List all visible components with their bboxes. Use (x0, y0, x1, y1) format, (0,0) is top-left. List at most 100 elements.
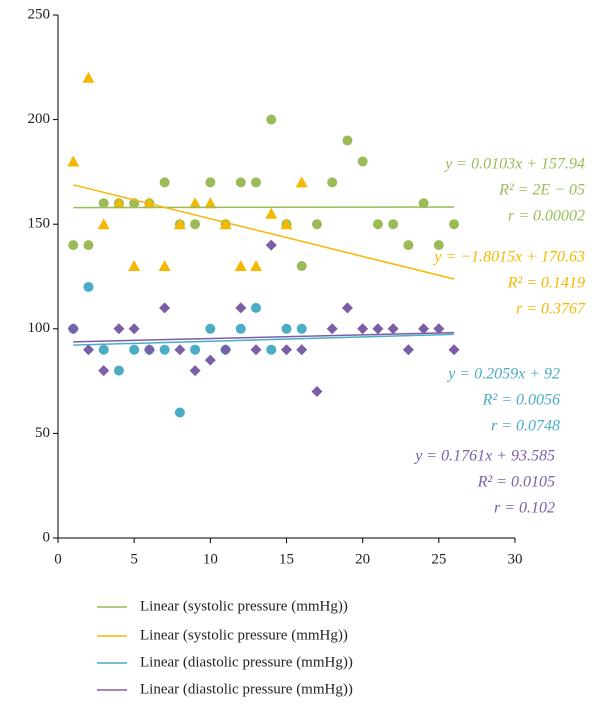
legend-label: Linear (systolic pressure (mmHg)) (140, 598, 348, 614)
point (433, 240, 444, 251)
trendline-label: r = 0.00002 (508, 208, 585, 225)
point (449, 219, 460, 230)
point (205, 177, 216, 188)
point (311, 386, 323, 398)
y-tick-label: 50 (35, 425, 50, 441)
point (67, 155, 80, 167)
point (281, 323, 292, 334)
x-tick-label: 15 (279, 551, 294, 567)
point (357, 156, 368, 167)
point (83, 240, 94, 251)
trendline-label: y = 0.1761x + 93.585 (413, 448, 555, 465)
point (112, 197, 125, 209)
point (357, 323, 369, 335)
point (204, 354, 216, 366)
point (174, 344, 186, 356)
point (251, 302, 262, 313)
trendline-label: y = −1.8015x + 170.63 (432, 249, 585, 266)
trendline (73, 333, 455, 346)
y-tick-label: 0 (43, 529, 51, 545)
trendline-label: R² = 0.0105 (477, 474, 555, 491)
legend-label: Linear (diastolic pressure (mmHg)) (140, 654, 353, 670)
point (159, 302, 171, 314)
y-tick-label: 250 (28, 6, 51, 22)
point (113, 365, 124, 376)
point (265, 239, 277, 251)
point (98, 344, 109, 355)
trendline-label: r = 0.3767 (516, 301, 586, 318)
point (402, 344, 414, 356)
point (266, 114, 277, 125)
point (387, 323, 399, 335)
point (189, 197, 202, 209)
point (296, 261, 307, 272)
trendline-label: R² = 0.1419 (507, 275, 585, 292)
point (251, 177, 262, 188)
point (235, 302, 247, 314)
point (295, 176, 308, 188)
point (204, 197, 217, 209)
point (327, 177, 338, 188)
point (296, 344, 308, 356)
point (82, 344, 94, 356)
point (68, 240, 79, 251)
point (128, 323, 140, 335)
x-tick-label: 0 (54, 551, 62, 567)
point (67, 323, 79, 335)
point (189, 365, 201, 377)
point (159, 344, 170, 355)
point (372, 323, 384, 335)
point (159, 177, 170, 188)
point (235, 177, 246, 188)
point (296, 323, 307, 334)
point (129, 344, 140, 355)
point (98, 365, 110, 377)
y-tick-label: 100 (28, 320, 51, 336)
point (341, 302, 353, 314)
point (234, 260, 247, 272)
point (403, 240, 414, 251)
x-tick-label: 20 (355, 551, 370, 567)
point (311, 219, 322, 230)
y-tick-label: 200 (28, 111, 51, 127)
legend-label: Linear (systolic pressure (mmHg)) (140, 627, 348, 643)
trendline (73, 206, 455, 209)
trendline-label: y = 0.0103x + 157.94 (443, 156, 585, 173)
point (342, 135, 353, 146)
point (128, 260, 141, 272)
trendline (73, 184, 455, 280)
point (448, 344, 460, 356)
point (372, 219, 383, 230)
point (174, 407, 185, 418)
y-tick-label: 150 (28, 216, 51, 232)
point (173, 218, 186, 230)
trendline-label: r = 0.0748 (491, 418, 560, 435)
point (388, 219, 399, 230)
point (235, 323, 246, 334)
point (250, 260, 263, 272)
x-tick-label: 30 (508, 551, 523, 567)
point (281, 344, 292, 356)
x-tick-label: 25 (431, 551, 446, 567)
point (265, 207, 278, 219)
point (280, 218, 293, 230)
legend-label: Linear (diastolic pressure (mmHg)) (140, 681, 353, 697)
x-tick-label: 10 (203, 551, 218, 567)
trendline-label: R² = 0.0056 (482, 392, 560, 409)
trendline (73, 331, 455, 343)
point (266, 344, 277, 355)
trendline-label: R² = 2E − 05 (498, 182, 585, 199)
point (190, 344, 201, 355)
point (418, 198, 429, 209)
point (219, 218, 232, 230)
point (143, 197, 156, 209)
point (433, 323, 445, 335)
point (113, 323, 125, 335)
point (326, 323, 338, 335)
trendline-label: y = 0.2059x + 92 (446, 366, 560, 383)
point (98, 198, 109, 209)
point (418, 323, 430, 335)
point (158, 260, 171, 272)
